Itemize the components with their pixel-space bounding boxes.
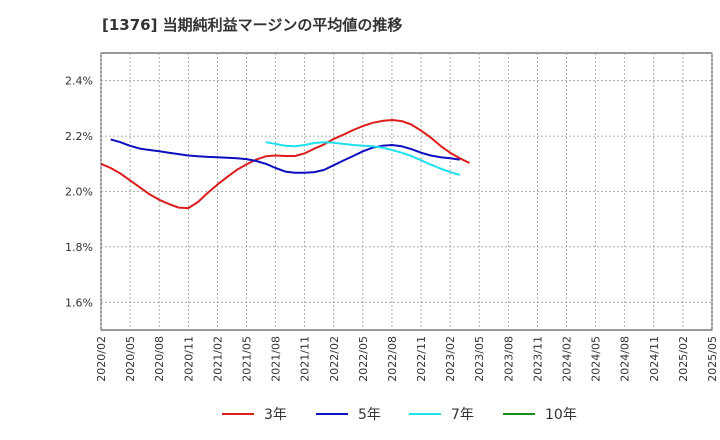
y-tick-label: 2.2% — [65, 130, 93, 143]
y-tick-label: 1.6% — [65, 296, 93, 309]
series-line-7年 — [265, 141, 461, 176]
x-tick-label: 2022/05 — [357, 336, 370, 382]
x-tick-label: 2024/11 — [648, 336, 661, 382]
y-tick-label: 2.4% — [65, 75, 93, 88]
y-tick-label: 2.0% — [65, 186, 93, 199]
x-tick-label: 2020/11 — [182, 336, 195, 382]
x-tick-label: 2023/08 — [502, 336, 515, 382]
x-tick-label: 2022/02 — [328, 336, 341, 382]
x-tick-label: 2024/05 — [590, 336, 603, 382]
legend-label: 5年 — [358, 407, 381, 423]
x-tick-label: 2024/02 — [561, 336, 574, 382]
x-tick-label: 2023/02 — [444, 336, 457, 382]
x-tick-label: 2021/05 — [240, 336, 253, 382]
x-tick-label: 2020/08 — [153, 336, 166, 382]
x-tick-label: 2022/08 — [386, 336, 399, 382]
x-tick-label: 2023/11 — [531, 336, 544, 382]
chart-title: [1376] 当期純利益マージンの平均値の推移 — [102, 16, 402, 34]
x-tick-label: 2024/08 — [619, 336, 632, 382]
x-tick-label: 2021/02 — [211, 336, 224, 382]
legend-label: 3年 — [264, 407, 287, 423]
x-tick-label: 2022/11 — [415, 336, 428, 382]
x-tick-label: 2020/02 — [95, 336, 108, 382]
x-tick-label: 2025/05 — [706, 336, 719, 382]
series-lines — [100, 119, 470, 210]
y-tick-label: 1.8% — [65, 241, 93, 254]
grid-lines — [100, 53, 713, 330]
x-tick-label: 2020/05 — [124, 336, 137, 382]
legend-label: 10年 — [545, 407, 577, 423]
legend-label: 7年 — [451, 407, 474, 423]
x-tick-label: 2021/08 — [270, 336, 283, 382]
series-line-3年 — [100, 119, 470, 210]
x-tick-label: 2023/05 — [473, 336, 486, 382]
x-axis-ticks: 2020/02 2020/05 2020/08 2020/11 2021/02 2021/… — [95, 336, 719, 382]
y-axis-ticks: 1.6% 1.8% 2.0% 2.2% 2.4% — [65, 75, 93, 310]
x-tick-label: 2025/02 — [677, 336, 690, 382]
x-tick-label: 2021/11 — [299, 336, 312, 382]
legend: 3年 5年 7年 10年 — [222, 407, 577, 423]
series-line-5年 — [110, 138, 460, 174]
